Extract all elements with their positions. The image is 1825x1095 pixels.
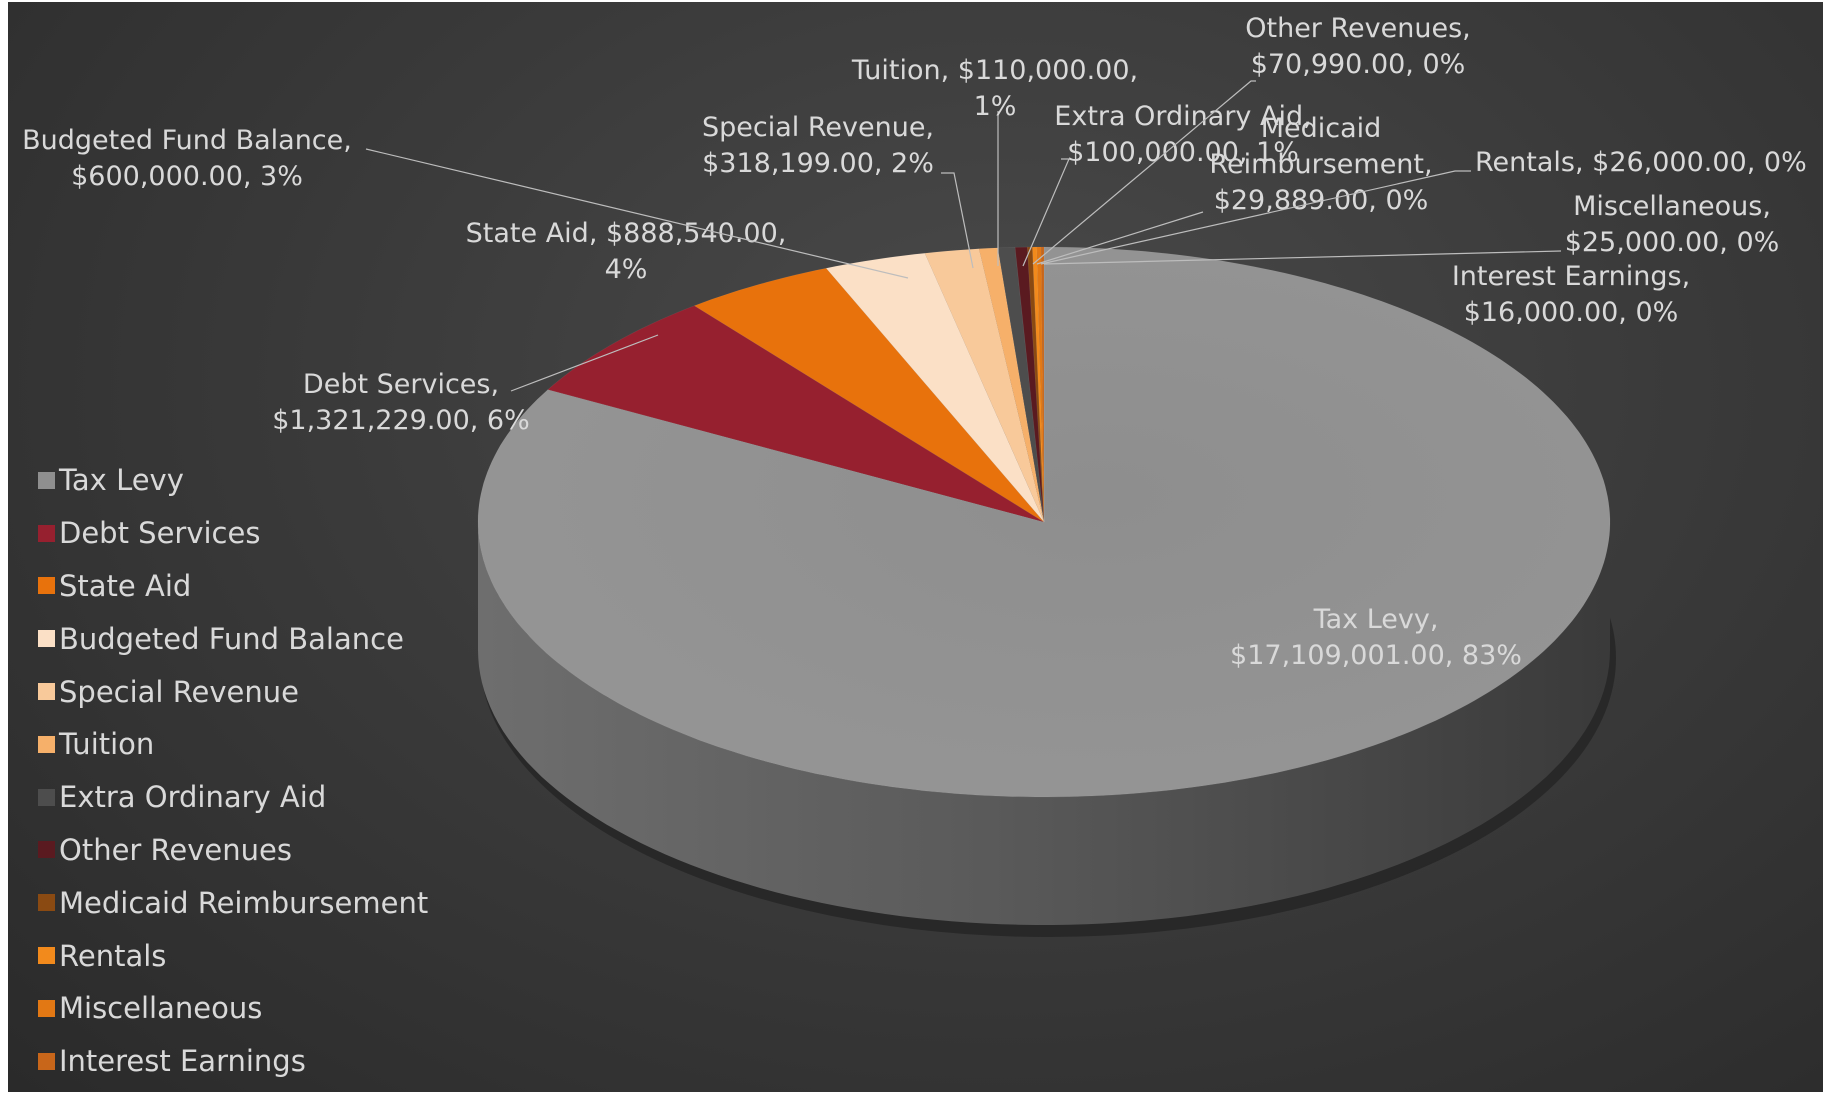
legend-swatch (38, 683, 55, 701)
leader-line-other-revenues (1032, 80, 1256, 265)
legend-label: Extra Ordinary Aid (59, 780, 327, 815)
pie-slice-debt-services[interactable] (547, 305, 1045, 523)
pie-slice-interest-earnings[interactable] (1040, 246, 1045, 523)
legend-swatch (38, 1052, 55, 1070)
legend-item-miscellaneous[interactable]: Miscellaneous (38, 982, 478, 1035)
leader-line-extra-ordinary-aid (1022, 158, 1070, 267)
legend-label: Budgeted Fund Balance (59, 621, 404, 656)
leader-line-rentals (1040, 170, 1471, 265)
legend-item-special-revenue[interactable]: Special Revenue (38, 665, 478, 718)
legend-item-other-revenues[interactable]: Other Revenues (38, 824, 478, 877)
chart-area: Tax Levy, $17,109,001.00, 83% Debt Service… (8, 2, 1823, 1092)
leader-line-miscellaneous (1043, 250, 1562, 265)
legend-label: Miscellaneous (59, 991, 263, 1026)
legend-swatch (38, 630, 55, 648)
legend-label: State Aid (59, 568, 192, 603)
legend-item-debt-services[interactable]: Debt Services (38, 507, 478, 560)
legend-item-medicaid-reimbursement[interactable]: Medicaid Reimbursement (38, 876, 478, 929)
pie-slice-state-aid[interactable] (693, 267, 1045, 523)
leader-line-budgeted-fund-balance (365, 148, 909, 279)
data-label-debt-services: Debt Services, $1,321,229.00, 6% (272, 369, 530, 436)
legend-label: Special Revenue (59, 674, 300, 709)
legend-label: Other Revenues (59, 832, 292, 867)
legend-label: Debt Services (59, 516, 261, 551)
legend-item-state-aid[interactable]: State Aid (38, 560, 478, 613)
legend-label: Tax Levy (59, 463, 184, 498)
data-label-tuition: Tuition, $110,000.00, 1% (851, 55, 1138, 122)
legend-swatch (38, 524, 55, 542)
data-label-miscellaneous: Miscellaneous, $25,000.00, 0% (1565, 191, 1780, 258)
legend-item-tax-levy[interactable]: Tax Levy (38, 454, 478, 507)
legend-swatch (38, 894, 55, 912)
leader-line-medicaid-reimbursement (1036, 211, 1204, 265)
pie-slice-special-revenue[interactable] (924, 248, 1045, 523)
pie-slice-budgeted-fund-balance[interactable] (825, 252, 1045, 523)
leader-line-debt-services (510, 334, 659, 392)
legend-item-extra-ordinary-aid[interactable]: Extra Ordinary Aid (38, 771, 478, 824)
legend-swatch (38, 577, 55, 595)
data-label-special-revenue: Special Revenue, $318,199.00, 2% (702, 112, 934, 179)
pie-side-tax-levy (478, 522, 1610, 925)
pie-chart: Tax Levy, $17,109,001.00, 83% Debt Service… (22, 13, 1807, 937)
leader-line-special-revenue (941, 172, 974, 269)
data-label-interest-earnings: Interest Earnings, $16,000.00, 0% (1452, 261, 1690, 328)
data-label-state-aid: State Aid, $888,540.00, 4% (466, 218, 787, 285)
legend-swatch (38, 735, 55, 753)
legend-swatch (38, 471, 55, 489)
legend-swatch (38, 999, 55, 1017)
legend-label: Interest Earnings (59, 1044, 306, 1079)
legend-label: Rentals (59, 938, 167, 973)
legend-swatch (38, 947, 55, 965)
data-label-extra-ordinary-aid: Extra Ordinary Aid, $100,000.00, 1% (1054, 101, 1311, 168)
legend-swatch (38, 788, 55, 806)
legend-item-rentals[interactable]: Rentals (38, 929, 478, 982)
legend-item-interest-earnings[interactable]: Interest Earnings (38, 1035, 478, 1088)
data-label-rentals: Rentals, $26,000.00, 0% (1475, 147, 1807, 178)
legend-label: Medicaid Reimbursement (59, 885, 429, 920)
legend-swatch (38, 841, 55, 859)
legend-label: Tuition (59, 727, 155, 762)
legend-item-budgeted-fund-balance[interactable]: Budgeted Fund Balance (38, 612, 478, 665)
chart-legend: Tax Levy Debt Services State Aid Budgeted F… (38, 454, 478, 1088)
data-label-other-revenues: Other Revenues, $70,990.00, 0% (1245, 13, 1470, 80)
legend-item-tuition[interactable]: Tuition (38, 718, 478, 771)
data-label-budgeted-fund-balance: Budgeted Fund Balance, $600,000.00, 3% (22, 125, 352, 192)
data-label-tax-levy: Tax Levy, $17,109,001.00, 83% (1230, 604, 1522, 671)
